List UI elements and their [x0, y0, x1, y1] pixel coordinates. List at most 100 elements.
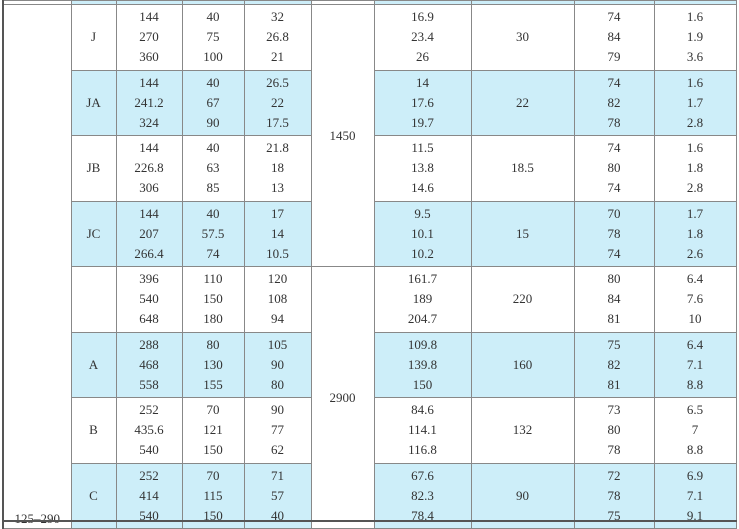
cell-value: 226.8 — [134, 160, 164, 176]
col7-cell: 9.5 10.1 10.2 — [373, 200, 472, 267]
col7-cell: 14 17.6 19.7 — [373, 69, 472, 136]
cell-value: 10.5 — [266, 245, 289, 261]
cell-value: 120 — [267, 271, 288, 287]
col5-cell: 71 57 40 — [243, 462, 312, 529]
cell-value: 70 — [206, 402, 220, 418]
cell-value: 74 — [206, 245, 220, 261]
col9-cell: 74 82 78 — [573, 69, 655, 136]
cell-value: 1.8 — [686, 225, 704, 241]
col4-cell: 40 75 100 — [181, 4, 245, 71]
table-row: JC 144 207 266.4 40 57.5 74 17 14 10.5 9.5 10.1 10.2… — [3, 200, 737, 267]
cell-value: 1.7 — [686, 205, 704, 221]
cell-value: 14.6 — [411, 180, 434, 196]
cell-value: 130 — [203, 356, 223, 372]
cell-value: 6.4 — [686, 336, 704, 352]
cell-value: 109.8 — [407, 336, 438, 352]
cell-value: 72 — [607, 467, 621, 483]
cell-value: 63 — [206, 160, 220, 176]
cell-value: 82.3 — [411, 487, 434, 503]
cell-value: 9.1 — [686, 507, 704, 523]
col8-cell: 22 — [470, 69, 575, 136]
cell-value: 1.9 — [686, 29, 704, 45]
cell-value: 14 — [416, 74, 429, 90]
cell-value: 1.6 — [686, 74, 704, 90]
cell-value: 7.6 — [686, 291, 704, 307]
col5-cell: 105 90 80 — [243, 331, 312, 398]
cell-value: 32 — [271, 9, 284, 25]
cell-value: 7 — [691, 422, 699, 438]
cell-value: 114.1 — [408, 422, 437, 438]
speed-cell: 1450 — [310, 4, 375, 267]
col5-cell: 26.5 22 17.5 — [243, 69, 312, 136]
cell-value: 540 — [139, 442, 159, 458]
cell-value: 70 — [607, 205, 621, 221]
col3-cell: 144 270 360 — [115, 4, 183, 71]
cell-value: 26.8 — [266, 29, 289, 45]
cell-value: 116.8 — [408, 442, 437, 458]
cell-value: 144 — [139, 9, 159, 25]
col4-cell: 80 130 155 — [181, 331, 245, 398]
cell-value: 648 — [139, 311, 159, 327]
cell-value: 80 — [607, 422, 621, 438]
cell-value: 40 — [206, 74, 220, 90]
table-bottom-rule — [2, 520, 737, 522]
cell-value: 105 — [267, 336, 288, 352]
cell-value: 108 — [267, 291, 288, 307]
cell-value: 84 — [607, 29, 621, 45]
cell-value: 110 — [203, 271, 223, 287]
col8-cell: 132 — [470, 397, 575, 464]
group-label-cell: 125–290 — [2, 4, 72, 529]
cell-value: 2.6 — [686, 245, 704, 261]
model-cell: JA — [70, 69, 117, 136]
col7-cell: 11.5 13.8 14.6 — [373, 135, 472, 202]
cell-value: 468 — [139, 356, 159, 372]
cell-value: 252 — [139, 402, 159, 418]
col10-cell: 6.4 7.6 10 — [653, 266, 737, 333]
cell-value: 396 — [139, 271, 159, 287]
cell-value: 204.7 — [407, 311, 438, 327]
cell-value: 82 — [607, 94, 621, 110]
cell-value: 1.8 — [686, 160, 704, 176]
col4-cell: 70 115 150 — [181, 462, 245, 529]
model-cell: C — [70, 462, 117, 529]
cell-value: 74 — [607, 74, 621, 90]
col3-cell: 252 435.6 540 — [115, 397, 183, 464]
cell-value: 414 — [139, 487, 159, 503]
cell-value: 150 — [203, 507, 223, 523]
cell-value: 8.8 — [686, 442, 704, 458]
cell-value: 57.5 — [201, 225, 225, 241]
col10-cell: 6.9 7.1 9.1 — [653, 462, 737, 529]
cell-value: 78 — [607, 114, 621, 130]
cell-value: 1.6 — [686, 9, 704, 25]
cell-value: 150 — [203, 442, 223, 458]
model-cell: JC — [70, 200, 117, 267]
cell-value: 67 — [206, 94, 220, 110]
cell-value: 115 — [203, 487, 223, 503]
cell-value: 80 — [271, 376, 284, 392]
col8-cell: 18.5 — [470, 135, 575, 202]
col7-cell: 109.8 139.8 150 — [373, 331, 472, 398]
cell-value: 266.4 — [134, 245, 164, 261]
cell-value: 6.4 — [686, 271, 704, 287]
cell-value: 82 — [607, 356, 621, 372]
table-row: JB 144 226.8 306 40 63 85 21.8 18 13 11.5 13.8 14.6 1… — [3, 135, 737, 202]
model-cell: JB — [70, 135, 117, 202]
col3-cell: 288 468 558 — [115, 331, 183, 398]
cell-value: 40 — [206, 205, 220, 221]
cell-value: 57 — [271, 487, 284, 503]
col3-cell: 252 414 540 — [115, 462, 183, 529]
col7-cell: 84.6 114.1 116.8 — [373, 397, 472, 464]
col9-cell: 75 82 81 — [573, 331, 655, 398]
table-row: JA 144 241.2 324 40 67 90 26.5 22 17.5 14 17.6 19.7 2… — [3, 69, 737, 136]
cell-value: 79 — [607, 49, 621, 65]
cell-value: 84 — [607, 291, 621, 307]
col7-cell: 16.9 23.4 26 — [373, 4, 472, 71]
cell-value: 13 — [271, 180, 284, 196]
cell-value: 9.5 — [414, 205, 431, 221]
col8-cell: 160 — [470, 331, 575, 398]
cell-value: 8.8 — [686, 376, 704, 392]
cell-value: 90 — [271, 356, 284, 372]
col8-cell: 15 — [470, 200, 575, 267]
cell-value: 10.2 — [411, 245, 434, 261]
cell-value: 189 — [412, 291, 433, 307]
